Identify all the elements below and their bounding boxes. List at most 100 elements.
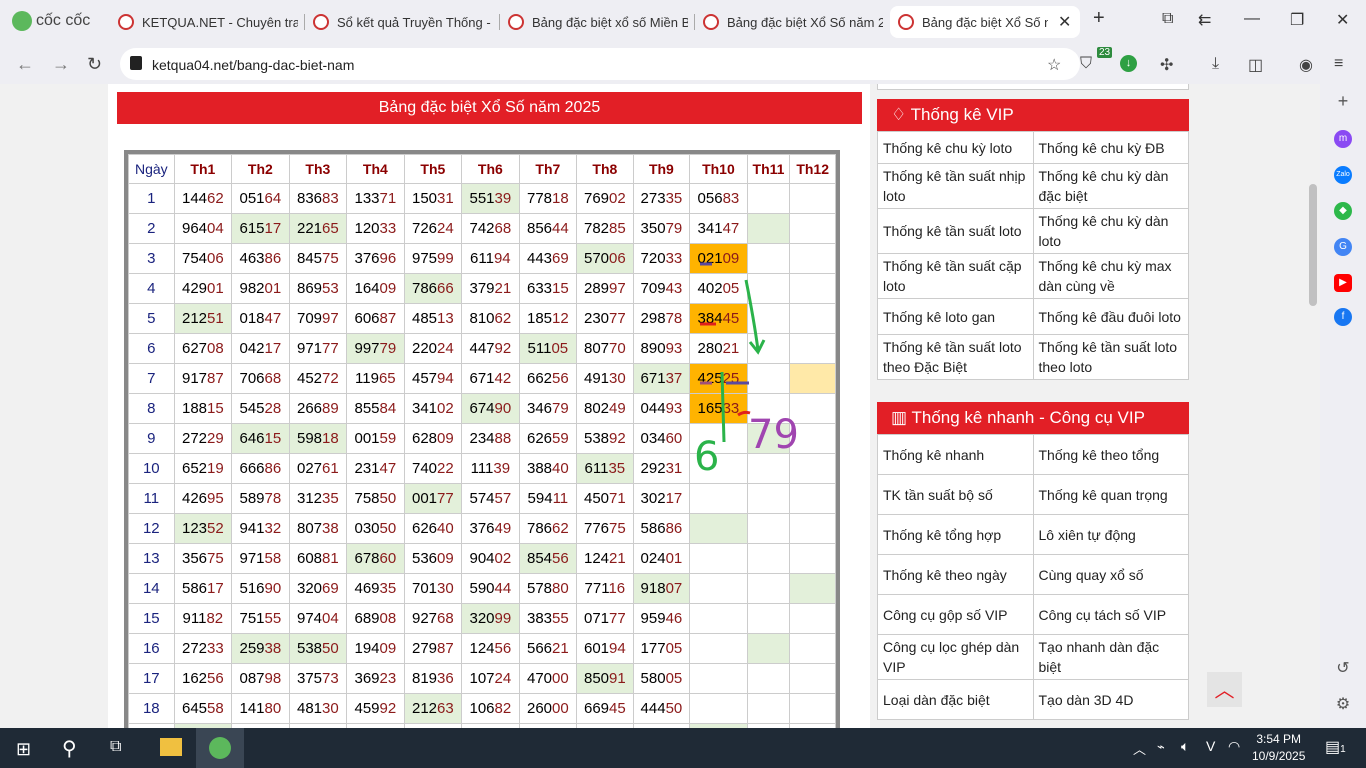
scrollbar-thumb[interactable]	[1309, 184, 1317, 306]
show-hidden-icons-chevron-icon[interactable]: ︿	[1133, 742, 1147, 757]
extensions-puzzle-icon[interactable]: ✣	[1160, 57, 1174, 74]
sidebar-link[interactable]: Thống kê tần suất loto	[877, 208, 1034, 254]
network-battery-icon[interactable]: ⌁	[1157, 739, 1165, 754]
head-digits: 740	[411, 460, 438, 477]
tail-digits: 78	[665, 310, 683, 327]
profile-icon[interactable]: ◉	[1299, 57, 1313, 74]
tab-divider	[694, 14, 695, 30]
close-window-button[interactable]: ✕	[1336, 12, 1350, 29]
search-icon[interactable]: ⚲	[62, 738, 77, 760]
add-panel-icon[interactable]: +	[1337, 91, 1349, 111]
bookmark-star-icon[interactable]: ☆	[1047, 57, 1062, 74]
shield-extension-icon[interactable]: ⛉	[1080, 55, 1093, 72]
tail-digits: 81	[322, 550, 339, 567]
settings-gear-icon[interactable]: ⚙	[1335, 696, 1351, 713]
sidebar-link[interactable]: Thống kê loto gan	[877, 298, 1034, 335]
scroll-to-top-button[interactable]: ︿	[1207, 672, 1242, 707]
tab-5-active[interactable]: Bảng đặc biệt Xổ Số n ✕	[890, 6, 1080, 38]
day-cell: 13	[128, 543, 175, 574]
coccoc-logo[interactable]: cốc cốc	[12, 11, 90, 31]
sidebar-link[interactable]: Thống kê đầu đuôi loto	[1032, 298, 1189, 335]
youtube-icon[interactable]: ▶	[1334, 274, 1352, 292]
head-digits: 034	[640, 430, 666, 447]
page-scrollbar[interactable]	[1305, 84, 1320, 728]
sidebar-link[interactable]: Thống kê nhanh	[877, 434, 1034, 475]
volume-icon[interactable]: 🔈︎	[1181, 738, 1190, 754]
sidebar-link[interactable]: Thống kê tần suất cặp loto	[877, 253, 1034, 299]
table-row: 8 18815 54528 26689 85584 34102 67490 34679 8024…	[128, 393, 836, 424]
task-view-icon[interactable]: ⧉	[110, 738, 122, 755]
download-green-icon[interactable]: ↓	[1120, 55, 1137, 72]
tail-digits: 90	[264, 580, 282, 597]
tab-3[interactable]: Bảng đặc biệt xổ số Miền B	[508, 6, 688, 38]
head-digits: 904	[469, 550, 495, 567]
tail-digits: 97	[609, 280, 626, 297]
tail-digits: 30	[322, 700, 339, 717]
tail-digits: 83	[322, 190, 339, 207]
address-bar[interactable]: ketqua04.net/bang-dac-biet-nam	[120, 48, 1080, 80]
tab-4[interactable]: Bảng đặc biệt Xổ Số năm 2	[703, 6, 883, 38]
sidebar-link[interactable]: Thống kê tần suất nhịp loto	[877, 163, 1034, 209]
downloads-icon[interactable]: ⤓	[1212, 55, 1220, 72]
split-view-icon[interactable]: ◫	[1248, 57, 1264, 74]
tail-digits: 02	[609, 190, 626, 207]
head-digits: 234	[469, 430, 495, 447]
sidebar-link[interactable]: TK tần suất bộ số	[877, 474, 1034, 515]
screenshot-search-icon[interactable]: ⧉	[1162, 10, 1174, 27]
messenger-icon[interactable]: m	[1334, 130, 1352, 148]
windows-start-icon[interactable]: ⊞	[16, 739, 32, 759]
back-history-icon[interactable]: ⇇	[1198, 12, 1212, 29]
menu-icon[interactable]: ≡	[1334, 55, 1344, 72]
sidebar-link[interactable]: Cùng quay xổ số	[1032, 554, 1189, 595]
vpn-v-icon[interactable]: V	[1206, 738, 1216, 754]
sidebar-link[interactable]: Thống kê chu kỳ dàn đặc biệt	[1032, 163, 1189, 209]
close-tab-icon[interactable]: ✕	[1058, 14, 1072, 31]
tail-digits: 36	[437, 670, 454, 687]
tail-digits: 70	[609, 340, 626, 357]
sidebar-link[interactable]: Thống kê chu kỳ loto	[877, 131, 1034, 164]
sidebar-link[interactable]: Thống kê tần suất loto theo Đặc Biệt	[877, 334, 1034, 380]
sidebar-link[interactable]: Thống kê theo ngày	[877, 554, 1034, 595]
sidebar-link[interactable]: Công cụ gộp số VIP	[877, 594, 1034, 635]
new-tab-button[interactable]: +	[1093, 7, 1105, 29]
sidebar-link[interactable]: Thống kê chu kỳ ĐB	[1032, 131, 1189, 164]
coccoc-taskbar-button[interactable]	[196, 728, 244, 768]
sidebar-link[interactable]: Lô xiên tự động	[1032, 514, 1189, 555]
sidebar-link[interactable]: Tạo nhanh dàn đặc biệt	[1032, 634, 1189, 680]
sidebar-link[interactable]: Công cụ tách số VIP	[1032, 594, 1189, 635]
head-digits: 144	[181, 190, 208, 207]
head-digits: 586	[181, 580, 208, 597]
back-button[interactable]: ←	[16, 54, 34, 74]
tail-digits: 47	[379, 460, 397, 477]
reload-button[interactable]: ↻	[87, 54, 103, 74]
tail-digits: 75	[207, 550, 224, 567]
head-digits: 997	[354, 340, 380, 357]
tab-2[interactable]: Sổ kết quả Truyền Thống -	[313, 6, 493, 38]
translate-icon[interactable]: G	[1334, 238, 1352, 256]
forward-button[interactable]: →	[52, 54, 70, 74]
minimize-button[interactable]: —	[1244, 10, 1260, 27]
game-icon[interactable]: ◆	[1334, 202, 1352, 220]
wifi-icon[interactable]: ◠	[1228, 738, 1241, 754]
sidebar-link[interactable]: Thống kê theo tổng	[1032, 434, 1189, 475]
notifications-icon[interactable]: ▤1	[1325, 739, 1346, 756]
sidebar-link[interactable]: Thống kê quan trọng	[1032, 474, 1189, 515]
tab-1[interactable]: KETQUA.NET - Chuyên trang	[118, 6, 298, 38]
result-cell: 70668	[231, 363, 290, 394]
sidebar-link[interactable]: Thống kê chu kỳ max dàn cùng về	[1032, 253, 1189, 299]
sidebar-link[interactable]: Công cụ lọc ghép dàn VIP	[877, 634, 1034, 680]
head-digits: 001	[411, 490, 438, 507]
system-clock[interactable]: 3:54 PM 10/9/2025	[1252, 731, 1305, 765]
zalo-icon[interactable]: Zalo	[1334, 166, 1352, 184]
facebook-icon[interactable]: f	[1334, 308, 1352, 326]
sidebar-link[interactable]: Thống kê chu kỳ dàn loto	[1032, 208, 1189, 254]
sidebar-link[interactable]: Loại dàn đặc biệt	[877, 679, 1034, 720]
sidebar-link[interactable]: Tạo dàn 3D 4D	[1032, 679, 1189, 720]
file-explorer-icon[interactable]	[160, 738, 182, 756]
sidebar-link[interactable]: Thống kê tần suất loto theo loto	[1032, 334, 1189, 380]
tail-digits: 33	[379, 220, 397, 237]
restore-button[interactable]: ❐	[1290, 12, 1305, 29]
tail-digits: 90	[494, 400, 512, 417]
sidebar-link[interactable]: Thống kê tổng hợp	[877, 514, 1034, 555]
history-icon[interactable]: ↺	[1336, 660, 1350, 677]
